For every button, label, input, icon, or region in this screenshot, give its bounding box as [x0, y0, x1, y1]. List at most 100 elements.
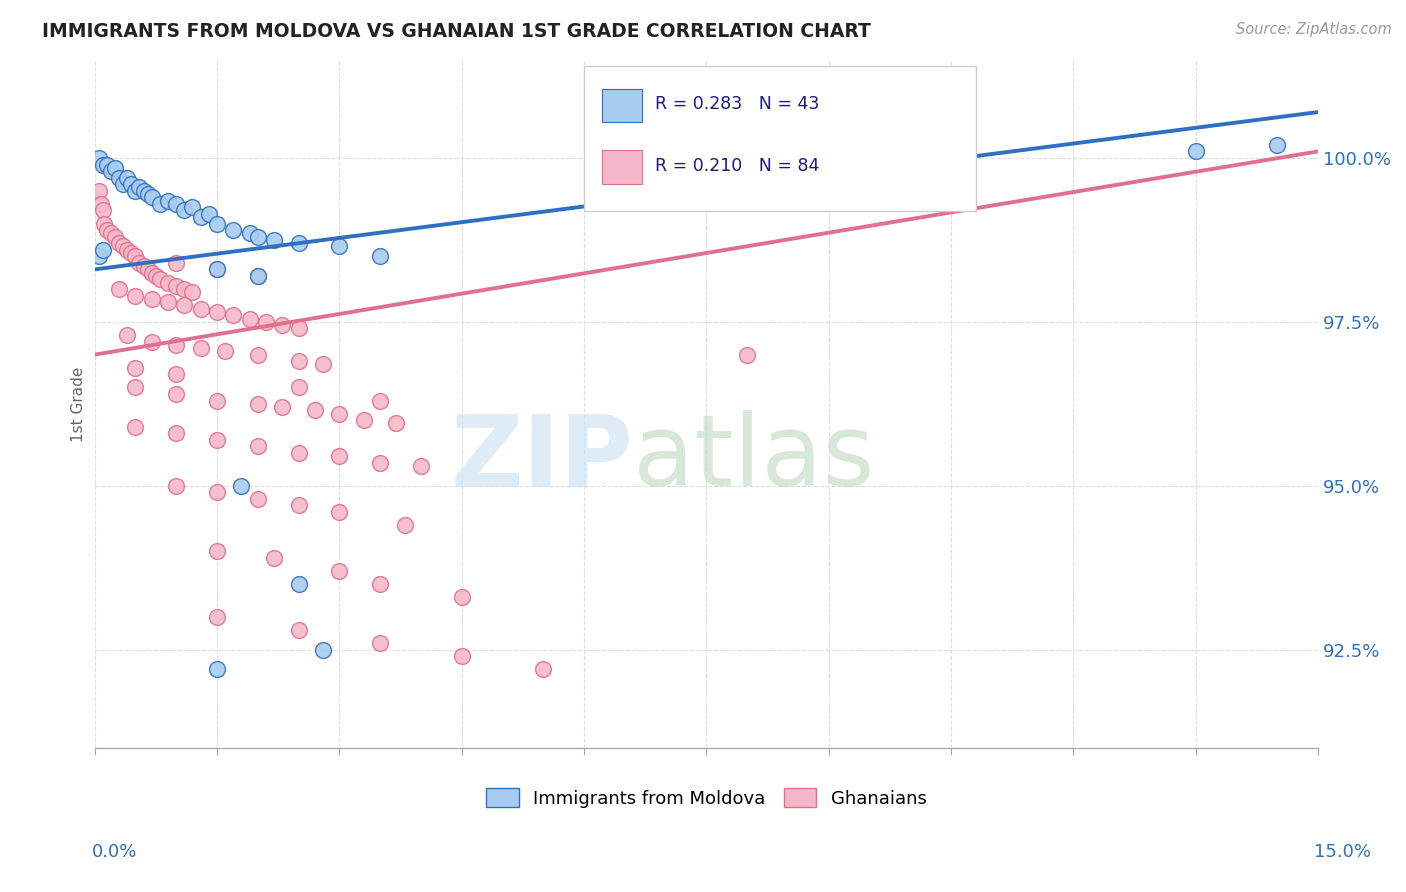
Point: [141, 266, 163, 280]
Point: [165, 479, 187, 493]
Point: [115, 328, 138, 343]
Point: [368, 636, 391, 650]
Point: [205, 217, 228, 231]
Point: [287, 577, 309, 591]
Point: [100, 227, 122, 241]
Point: [328, 564, 350, 578]
Point: [165, 338, 187, 352]
Point: [136, 262, 159, 277]
Point: [287, 321, 309, 335]
Point: [246, 268, 269, 283]
Point: [87, 184, 110, 198]
Point: [104, 229, 127, 244]
Point: [115, 243, 138, 257]
Point: [246, 268, 269, 283]
Point: [238, 227, 260, 241]
Point: [328, 505, 350, 519]
Point: [368, 249, 391, 263]
Point: [287, 623, 309, 637]
Point: [205, 262, 228, 277]
Point: [132, 259, 155, 273]
Point: [120, 177, 142, 191]
FancyBboxPatch shape: [583, 67, 976, 211]
FancyBboxPatch shape: [602, 88, 641, 121]
Point: [136, 186, 159, 201]
Point: [165, 256, 187, 270]
Point: [124, 380, 146, 394]
Point: [181, 285, 204, 300]
Y-axis label: 1st Grade: 1st Grade: [72, 366, 86, 442]
Point: [450, 649, 472, 664]
Point: [205, 305, 228, 319]
Point: [328, 407, 350, 421]
Point: [254, 315, 277, 329]
Point: [222, 308, 245, 322]
Point: [205, 262, 228, 277]
Text: Source: ZipAtlas.com: Source: ZipAtlas.com: [1236, 22, 1392, 37]
Point: [613, 184, 636, 198]
Point: [304, 403, 326, 417]
Point: [271, 400, 294, 414]
Point: [353, 413, 375, 427]
Point: [368, 393, 391, 408]
Point: [190, 301, 212, 316]
Point: [100, 164, 122, 178]
Point: [156, 194, 179, 208]
Point: [368, 456, 391, 470]
Point: [385, 417, 408, 431]
Text: IMMIGRANTS FROM MOLDOVA VS GHANAIAN 1ST GRADE CORRELATION CHART: IMMIGRANTS FROM MOLDOVA VS GHANAIAN 1ST …: [42, 22, 872, 41]
Point: [90, 197, 112, 211]
Point: [214, 344, 236, 359]
Point: [173, 282, 195, 296]
Point: [205, 485, 228, 500]
Point: [205, 610, 228, 624]
Point: [141, 292, 163, 306]
Point: [165, 387, 187, 401]
Point: [173, 203, 195, 218]
Point: [222, 223, 245, 237]
Point: [197, 207, 219, 221]
Legend: Immigrants from Moldova, Ghanaians: Immigrants from Moldova, Ghanaians: [479, 780, 934, 814]
Point: [128, 256, 150, 270]
Point: [450, 591, 472, 605]
Point: [939, 157, 962, 171]
Point: [165, 197, 187, 211]
Point: [128, 180, 150, 194]
Point: [409, 459, 432, 474]
Point: [115, 170, 138, 185]
Point: [91, 157, 114, 171]
Point: [287, 236, 309, 251]
Point: [124, 419, 146, 434]
Point: [263, 233, 285, 247]
Point: [287, 380, 309, 394]
Point: [145, 268, 167, 283]
Text: R = 0.283   N = 43: R = 0.283 N = 43: [655, 95, 820, 113]
Point: [124, 249, 146, 263]
Point: [120, 246, 142, 260]
Point: [156, 295, 179, 310]
Point: [246, 439, 269, 453]
Point: [96, 157, 118, 171]
Point: [246, 229, 269, 244]
Point: [149, 197, 172, 211]
Text: 0.0%: 0.0%: [91, 843, 136, 861]
Point: [112, 177, 135, 191]
Point: [104, 161, 127, 175]
Point: [695, 177, 717, 191]
Point: [190, 341, 212, 355]
Point: [817, 164, 839, 178]
Point: [312, 642, 335, 657]
FancyBboxPatch shape: [602, 151, 641, 184]
Point: [173, 298, 195, 312]
Point: [263, 550, 285, 565]
Point: [246, 491, 269, 506]
Point: [87, 151, 110, 165]
Point: [531, 662, 554, 676]
Point: [1267, 137, 1289, 152]
Point: [735, 348, 758, 362]
Point: [91, 203, 114, 218]
Point: [112, 239, 135, 253]
Point: [93, 217, 115, 231]
Text: ZIP: ZIP: [450, 410, 633, 508]
Point: [246, 348, 269, 362]
